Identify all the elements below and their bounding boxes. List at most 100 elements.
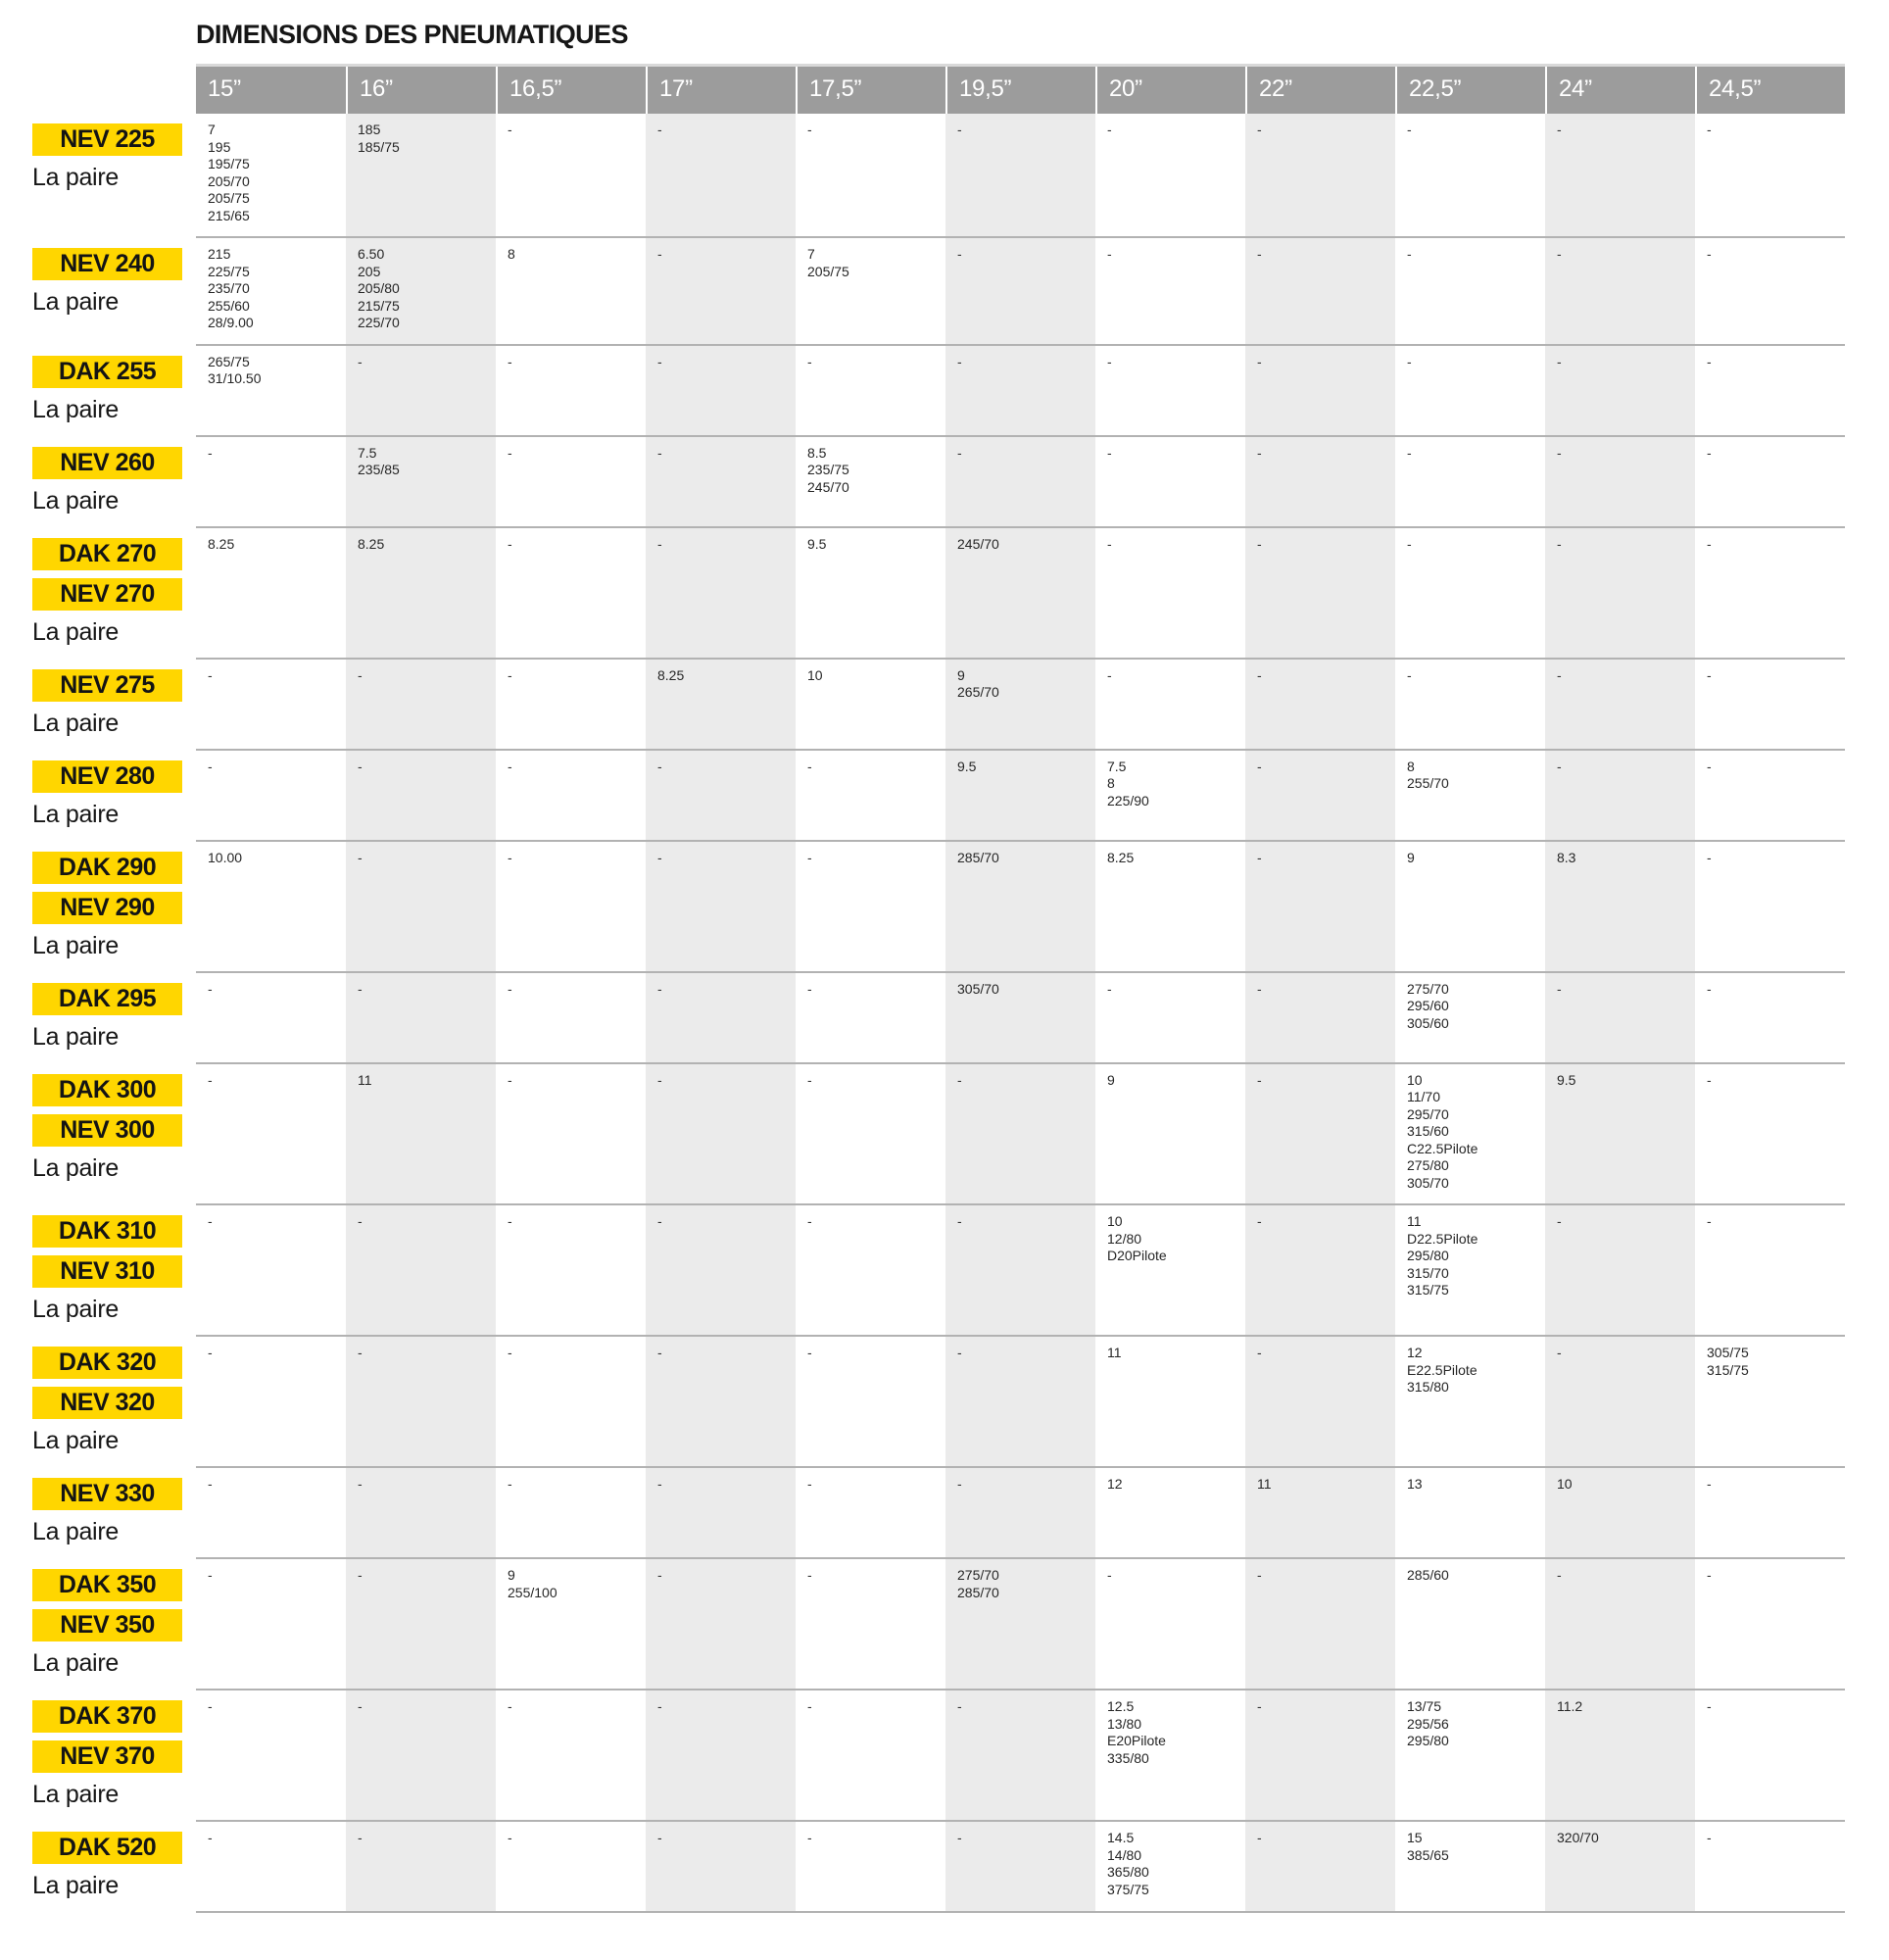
empty-dash: - — [208, 1830, 213, 1845]
size-cell: - — [196, 660, 346, 749]
empty-dash: - — [1257, 353, 1262, 369]
size-value: 10 — [807, 666, 823, 683]
size-cell: - — [346, 1468, 496, 1557]
size-value: 9.5 — [1557, 1071, 1576, 1088]
column-header-3: 16,5” — [496, 67, 646, 114]
size-cell: - — [796, 973, 945, 1062]
size-cell: - — [646, 238, 796, 344]
size-cell: - — [796, 1337, 945, 1466]
row-cells: -7.5 235/85- -8.5 235/75 245/70- - - - - - — [196, 436, 1845, 528]
empty-dash: - — [1707, 666, 1712, 683]
size-value: 320/70 — [1557, 1830, 1599, 1845]
size-cell: 305/70 — [945, 972, 1095, 1062]
size-cell: - — [1395, 528, 1545, 658]
empty-dash: - — [1257, 1071, 1262, 1088]
size-cell: 10 11/70 295/70 315/60 C22.5Pilote 275/80 305/… — [1395, 1064, 1545, 1204]
empty-dash: - — [1257, 1698, 1262, 1714]
empty-dash: - — [1707, 1698, 1712, 1714]
size-cell: - — [1245, 972, 1395, 1062]
empty-dash: - — [807, 122, 812, 137]
size-cell: - — [646, 972, 796, 1062]
row-label-cell: DAK 350 NEV 350 La paire — [0, 1559, 196, 1690]
empty-dash: - — [1257, 1830, 1262, 1845]
pair-label: La paire — [32, 1427, 119, 1454]
size-cell: - — [945, 1337, 1095, 1466]
empty-dash: - — [807, 1071, 812, 1088]
size-value: 225/90 — [1107, 792, 1149, 808]
size-cell: - — [1245, 1559, 1395, 1689]
size-cell: - — [945, 1205, 1095, 1335]
empty-dash: - — [1407, 535, 1412, 552]
size-cell: - — [196, 973, 346, 1062]
size-cell: - — [796, 842, 945, 971]
size-value: 8.25 — [358, 535, 385, 552]
row-label-cell: DAK 255 La paire — [0, 346, 196, 437]
size-cell: 8 — [496, 238, 646, 344]
size-cell: - — [1545, 1337, 1695, 1466]
size-value: 7.5 — [358, 444, 377, 461]
size-cell: - — [346, 1337, 496, 1466]
empty-dash: - — [508, 980, 512, 997]
size-value: 28/9.00 — [208, 315, 254, 330]
empty-dash: - — [657, 535, 662, 552]
pair-label: La paire — [32, 486, 119, 514]
size-cell: - — [1695, 1822, 1845, 1911]
empty-dash: - — [1707, 1567, 1712, 1583]
size-cell: - — [1245, 238, 1395, 344]
size-value: 13/75 — [1407, 1698, 1442, 1714]
size-value: 9.5 — [957, 758, 977, 774]
row-label-cell: NEV 225 La paire — [0, 114, 196, 238]
size-cell: - — [1245, 436, 1395, 526]
size-value: 365/80 — [1107, 1864, 1149, 1880]
table-body: NEV 225 La paire 7 195 195/75 205/70 205/75 215… — [0, 114, 1845, 1913]
empty-dash: - — [657, 980, 662, 997]
size-cell: - — [496, 528, 646, 658]
table-row: NEV 275 La paire - - -8.25 10 9 265/70- - - - - — [0, 659, 1845, 751]
size-cell: 13 — [1395, 1468, 1545, 1557]
size-value: 12 — [1107, 1476, 1123, 1492]
empty-dash: - — [657, 1213, 662, 1229]
size-cell: 9 — [1095, 1064, 1245, 1204]
empty-dash: - — [1707, 1071, 1712, 1088]
size-value: 315/70 — [1407, 1264, 1449, 1281]
size-value: 265/70 — [957, 684, 999, 700]
size-cell: - — [1695, 437, 1845, 526]
size-cell: - — [346, 659, 496, 749]
pair-label: La paire — [32, 1781, 119, 1808]
size-cell: 8.25 — [646, 659, 796, 749]
size-value: 13 — [1407, 1476, 1423, 1492]
size-cell: 7 195 195/75 205/70 205/75 215/65 — [196, 114, 346, 236]
size-value: 235/85 — [358, 462, 400, 477]
empty-dash: - — [208, 1476, 213, 1492]
size-cell: - — [1695, 114, 1845, 236]
empty-dash: - — [508, 849, 512, 865]
size-cell: 8.25 — [1095, 842, 1245, 971]
empty-dash: - — [1257, 980, 1262, 997]
empty-dash: - — [1707, 535, 1712, 552]
size-cell: - — [1695, 1468, 1845, 1557]
empty-dash: - — [1707, 849, 1712, 865]
size-cell: - — [945, 114, 1095, 236]
size-cell: - — [945, 1063, 1095, 1203]
row-cells: - - - - -9.5 7.5 8 225/90-8 255/70- - — [196, 750, 1845, 842]
size-cell: - — [1245, 1822, 1395, 1911]
empty-dash: - — [657, 353, 662, 369]
size-cell: 10 12/80 D20Pilote — [1095, 1205, 1245, 1335]
empty-dash: - — [957, 122, 962, 137]
size-value: 215 — [208, 246, 231, 262]
size-cell: - — [646, 436, 796, 526]
row-label-cell: DAK 290 NEV 290 La paire — [0, 842, 196, 973]
size-cell: - — [1095, 973, 1245, 1062]
empty-dash: - — [508, 122, 512, 137]
size-cell: - — [646, 345, 796, 435]
size-cell: - — [646, 114, 796, 236]
size-cell: 10 — [796, 660, 945, 749]
size-value: 285/70 — [957, 849, 999, 865]
size-cell: 8.25 — [346, 527, 496, 658]
empty-dash: - — [1107, 122, 1112, 137]
size-cell: - — [796, 114, 945, 236]
size-value: 245/70 — [957, 535, 999, 552]
size-cell: - — [1545, 436, 1695, 526]
empty-dash: - — [807, 849, 812, 865]
size-cell: - — [1245, 1337, 1395, 1466]
